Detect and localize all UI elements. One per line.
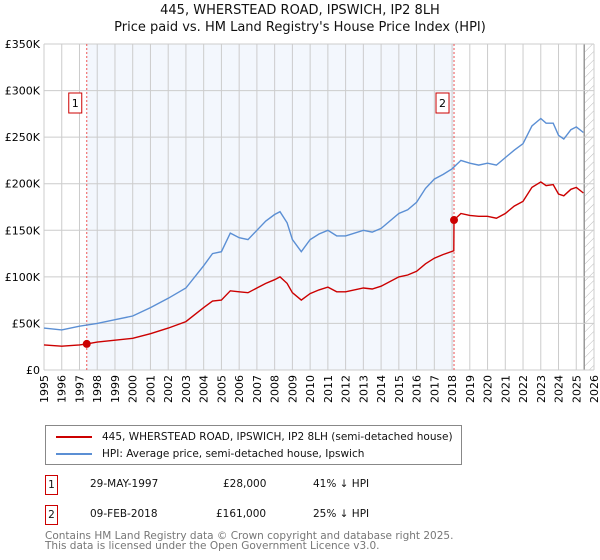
x-tick-label: 2016	[411, 375, 424, 403]
footer: Contains HM Land Registry data © Crown c…	[45, 530, 454, 552]
x-tick-label: 1997	[73, 375, 86, 403]
x-tick-label: 2015	[393, 375, 406, 403]
y-tick-label: £250K	[5, 131, 41, 144]
x-tick-label: 2020	[482, 375, 495, 403]
x-tick-label: 2014	[375, 375, 388, 403]
footer-licence: This data is licensed under the Open Gov…	[45, 540, 380, 552]
y-tick-label: £200K	[5, 178, 41, 191]
x-tick-label: 2004	[198, 375, 211, 403]
chart-title: 445, WHERSTEAD ROAD, IPSWICH, IP2 8LH	[160, 3, 440, 18]
transaction-date: 29-MAY-1997	[90, 478, 159, 490]
y-tick-label: £300K	[5, 85, 41, 98]
legend: 445, WHERSTEAD ROAD, IPSWICH, IP2 8LH (s…	[45, 425, 462, 465]
x-tick-label: 2024	[553, 375, 566, 403]
y-tick-label: £350K	[5, 38, 41, 51]
x-tick-label: 2008	[269, 375, 282, 403]
x-tick-label: 2006	[233, 375, 246, 403]
y-tick-label: £100K	[5, 271, 41, 284]
sale-period-shading	[86, 44, 455, 370]
legend-label: HPI: Average price, semi-detached house,…	[102, 448, 365, 460]
x-tick-label: 2013	[357, 375, 370, 403]
transaction-date: 09-FEB-2018	[90, 508, 158, 520]
x-tick-label: 2001	[144, 375, 157, 403]
y-tick-label: £150K	[5, 224, 41, 237]
marker-badge: 1	[45, 475, 58, 495]
x-tick-label: 1998	[91, 375, 104, 403]
x-tick-label: 2000	[127, 375, 140, 403]
footer-copyright: Contains HM Land Registry data © Crown c…	[45, 530, 454, 542]
x-tick-label: 2007	[251, 375, 264, 403]
x-tick-label: 2022	[517, 375, 530, 403]
x-tick-label: 2002	[162, 375, 175, 403]
x-tick-label: 1995	[38, 375, 51, 403]
forecast-hatch	[584, 44, 594, 370]
x-tick-label: 2011	[322, 375, 335, 403]
red-line-swatch	[56, 436, 92, 438]
x-tick-label: 2017	[428, 375, 441, 403]
x-tick-label: 2010	[304, 375, 317, 403]
x-tick-label: 2018	[446, 375, 459, 403]
x-tick-label: 1996	[56, 375, 69, 403]
sale-point	[82, 339, 91, 348]
legend-label: 445, WHERSTEAD ROAD, IPSWICH, IP2 8LH (s…	[102, 431, 453, 443]
y-tick-label: £50K	[12, 317, 41, 330]
sale-point	[450, 216, 459, 225]
transaction-hpi-delta: 41% ↓ HPI	[313, 478, 370, 490]
legend-item-hpi: HPI: Average price, semi-detached house,…	[56, 448, 364, 460]
x-tick-label: 2026	[588, 375, 600, 403]
x-tick-label: 2019	[464, 375, 477, 403]
legend-item-property: 445, WHERSTEAD ROAD, IPSWICH, IP2 8LH (s…	[56, 431, 453, 443]
chart-subtitle: Price paid vs. HM Land Registry's House …	[114, 20, 486, 35]
transaction-row: 1 29-MAY-1997 £28,000 41% ↓ HPI	[45, 475, 445, 495]
sale-badge-label: 1	[72, 97, 79, 110]
transaction-price: £28,000	[223, 478, 267, 490]
x-tick-label: 2021	[499, 375, 512, 403]
transaction-price: £161,000	[216, 508, 267, 520]
x-tick-label: 2023	[535, 375, 548, 403]
x-tick-label: 2012	[340, 375, 353, 403]
y-tick-label: £0	[26, 364, 40, 377]
x-tick-label: 2003	[180, 375, 193, 403]
marker-badge: 2	[45, 505, 58, 525]
series-line	[43, 117, 584, 331]
sale-badge	[68, 92, 83, 114]
sale-badge	[435, 92, 450, 114]
transaction-row: 2 09-FEB-2018 £161,000 25% ↓ HPI	[45, 505, 445, 525]
blue-line-swatch	[56, 453, 92, 455]
price-chart: 1995 1996 1997 1998 1999 2000 2001 2002 2003 2004…	[5, 38, 600, 403]
transaction-hpi-delta: 25% ↓ HPI	[313, 508, 370, 520]
x-tick-label: 1999	[109, 375, 122, 403]
x-tick-label: 2025	[570, 375, 583, 403]
series-line	[43, 181, 584, 347]
x-tick-label: 2009	[286, 375, 299, 403]
x-tick-label: 2005	[215, 375, 228, 403]
sale-badge-label: 2	[439, 97, 446, 110]
